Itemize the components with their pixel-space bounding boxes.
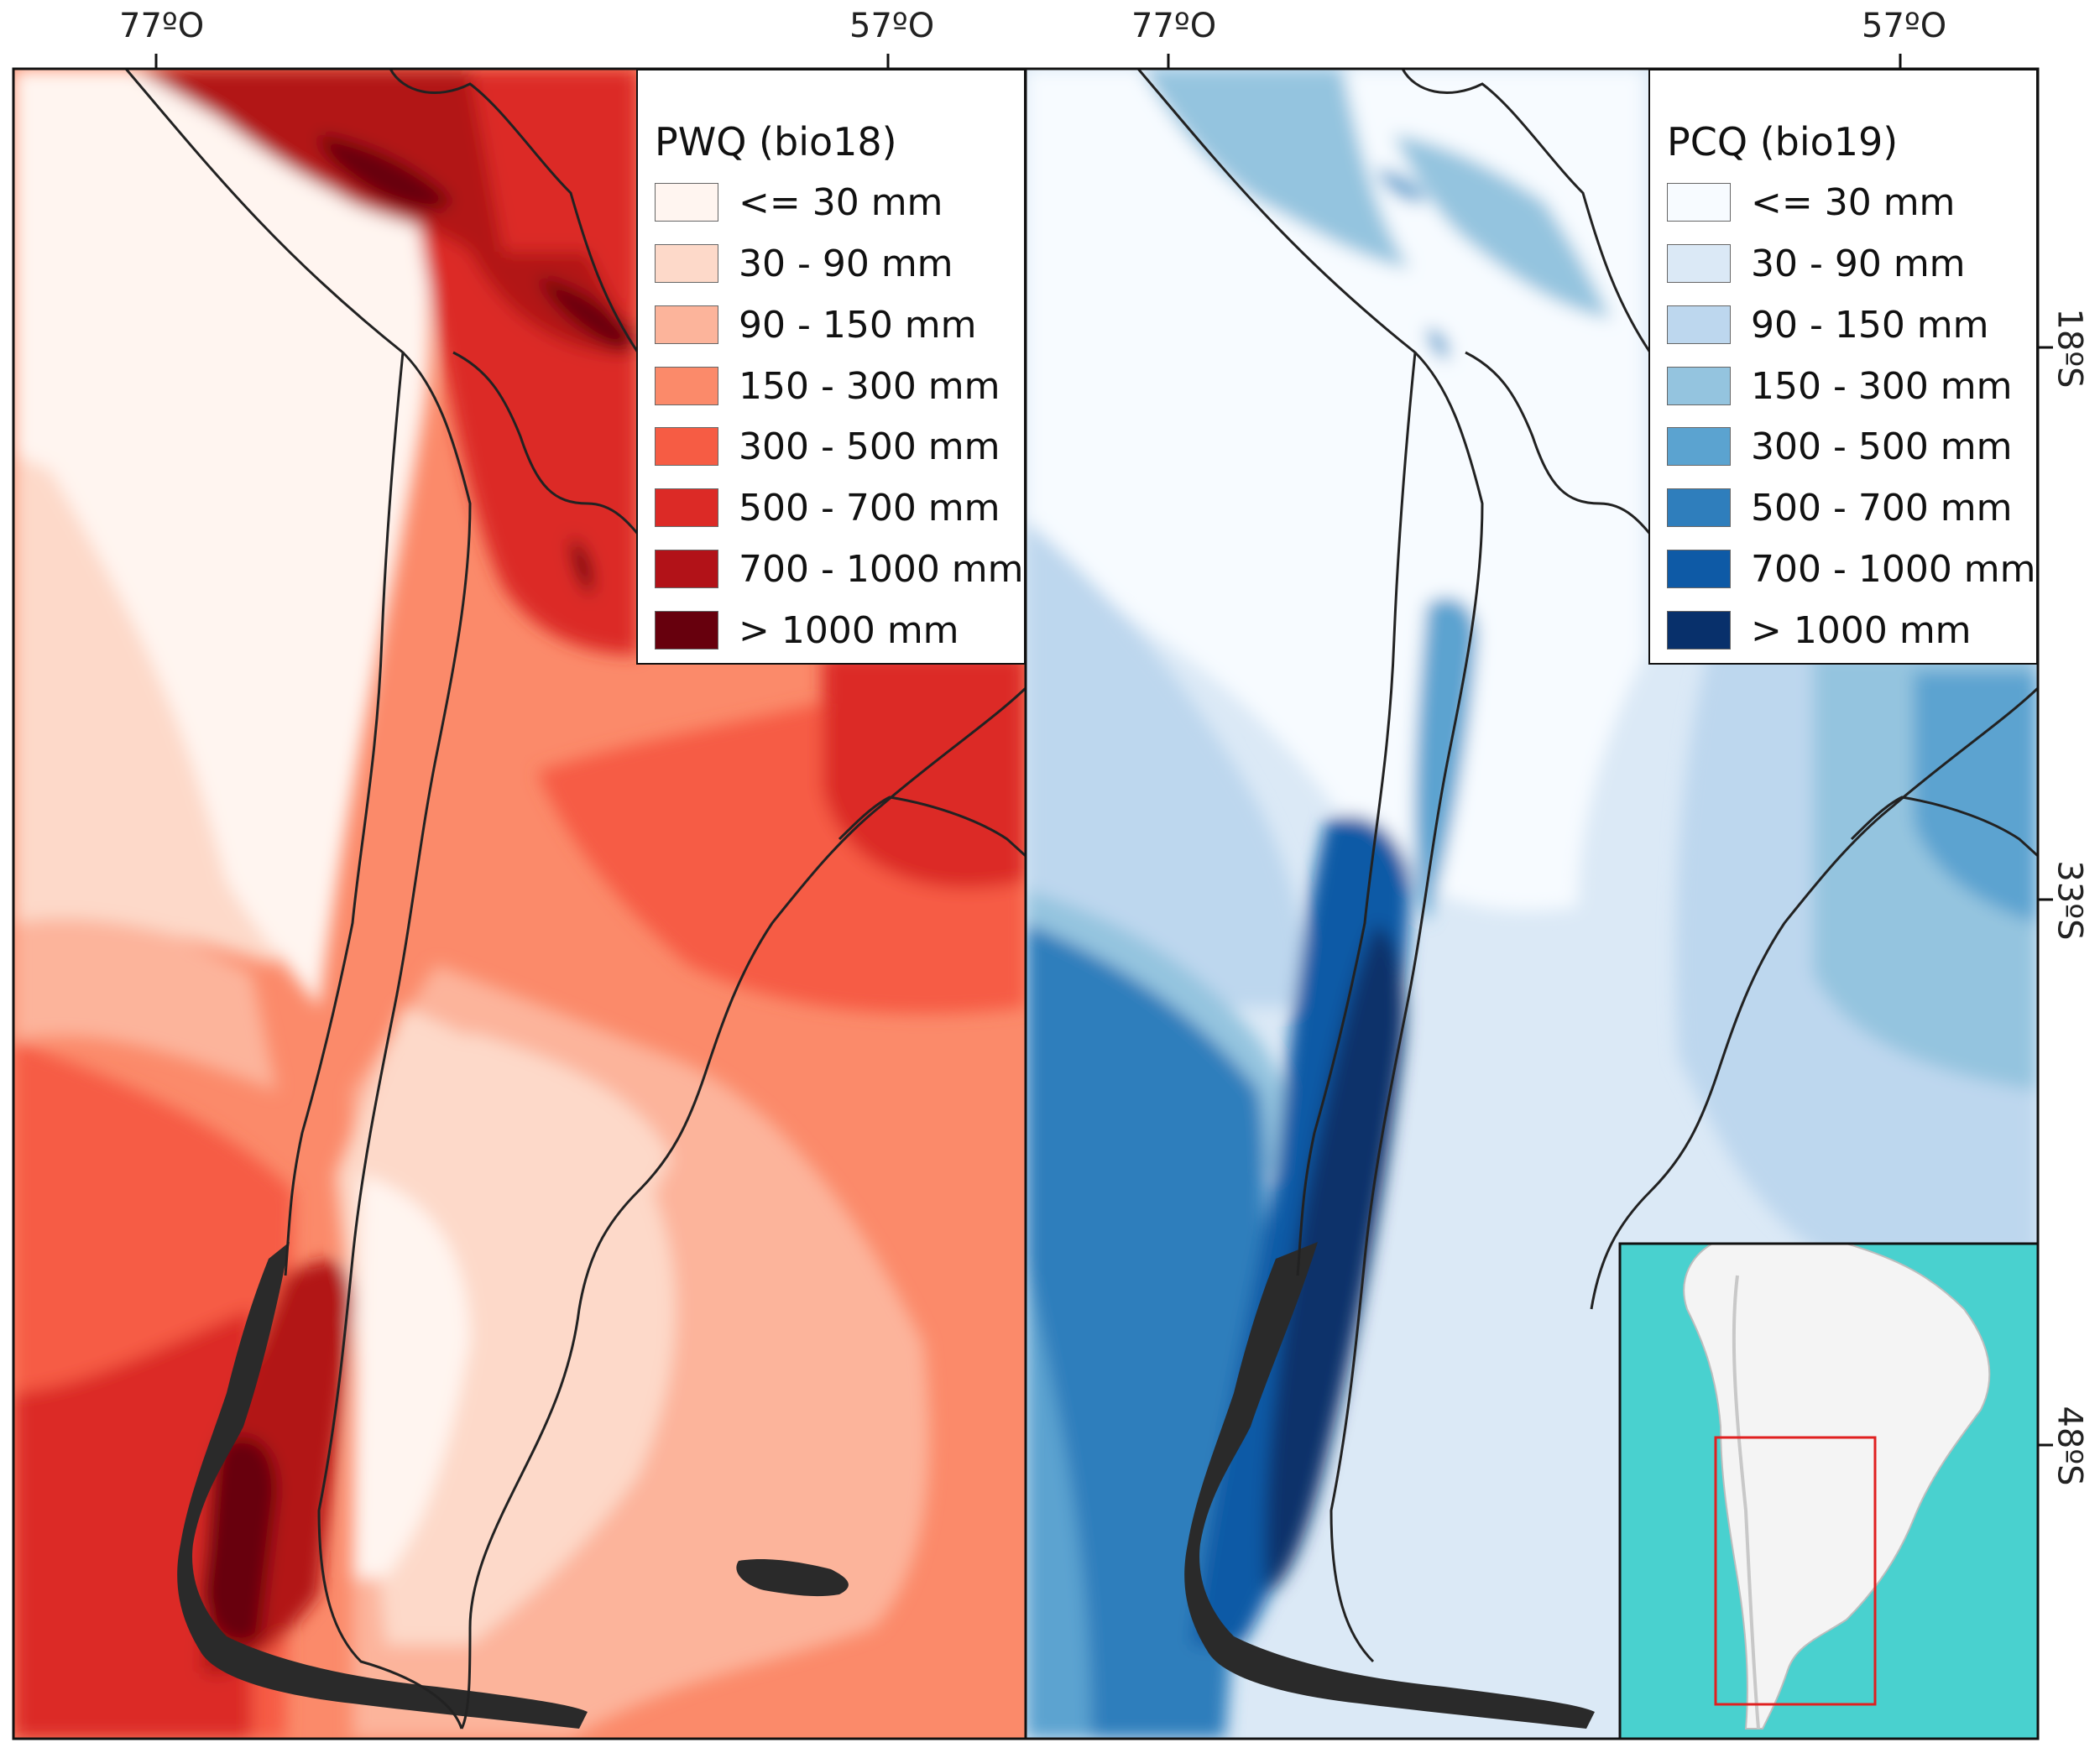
legend-label: 700 - 1000 mm <box>739 547 1024 591</box>
left-falkland-islands <box>736 1559 849 1597</box>
right-peru-bolivia-border <box>1401 69 1652 353</box>
axis-label-33S: 33ºS <box>2050 860 2089 941</box>
legend-pwq: PWQ (bio18) <= 30 mm 30 - 90 mm 90 - 150… <box>636 69 1026 665</box>
legend-pcq-row: 150 - 300 mm <box>1667 364 2013 408</box>
axis-label-right-77W: 77ºO <box>1131 7 1217 45</box>
legend-label: 150 - 300 mm <box>739 364 1000 408</box>
legend-swatch <box>655 488 718 527</box>
legend-label: 300 - 500 mm <box>739 425 1000 468</box>
legend-label: 30 - 90 mm <box>1751 242 1966 285</box>
left-zone-andes-700 <box>134 69 638 354</box>
legend-swatch <box>1667 183 1731 222</box>
right-zone-core-1000 <box>1265 923 1405 1594</box>
right-zone-andes-300 <box>1414 597 1477 923</box>
right-zone-pacific-150 <box>1026 520 1309 1007</box>
axis-label-18S: 18ºS <box>2050 308 2089 389</box>
left-uruguay-border <box>838 796 1026 858</box>
legend-label: 500 - 700 mm <box>739 486 1000 530</box>
legend-swatch <box>1667 611 1731 650</box>
inset-extent-box <box>1714 1436 1877 1706</box>
legend-label: 700 - 1000 mm <box>1751 547 2036 591</box>
left-zone-pacific-90 <box>13 903 277 1091</box>
left-argentina-coast <box>460 686 1026 1730</box>
left-zone-south-andes-1000 <box>201 1437 277 1645</box>
inset-andes-relief <box>1732 1275 1760 1730</box>
axis-ticks <box>154 54 2053 1447</box>
legend-label: <= 30 mm <box>1751 180 1956 224</box>
legend-pcq-title: PCQ (bio19) <box>1667 119 1899 164</box>
legend-swatch <box>1667 367 1731 405</box>
legend-pcq-row: 30 - 90 mm <box>1667 242 1966 285</box>
axis-label-left-77W: 77ºO <box>119 7 205 45</box>
legend-swatch <box>1667 244 1731 283</box>
left-chile-coastline <box>124 69 405 1276</box>
inset-south-america <box>1683 1244 1991 1730</box>
legend-label: 300 - 500 mm <box>1751 425 2013 468</box>
left-zone-patagonia-dry <box>353 1175 470 1578</box>
left-peru-bolivia-border <box>389 69 640 353</box>
legend-pwq-row: 150 - 300 mm <box>655 364 1000 408</box>
legend-label: 500 - 700 mm <box>1751 486 2013 530</box>
legend-pwq-title: PWQ (bio18) <box>655 119 897 164</box>
location-inset <box>1620 1244 2038 1739</box>
left-zone-pacific-dry <box>13 69 431 1007</box>
legend-swatch <box>1667 550 1731 588</box>
legend-pcq-row: 90 - 150 mm <box>1667 303 1989 347</box>
legend-swatch <box>655 367 718 405</box>
right-bolivia-south-border <box>1465 351 1669 556</box>
right-zone-mountain-300 <box>1376 168 1450 361</box>
legend-swatch <box>655 550 718 588</box>
legend-swatch <box>1667 427 1731 466</box>
legend-swatch <box>655 611 718 650</box>
legend-label: 30 - 90 mm <box>739 242 953 285</box>
legend-label: <= 30 mm <box>739 180 943 224</box>
legend-label: > 1000 mm <box>739 608 959 652</box>
legend-pwq-row: 30 - 90 mm <box>655 242 953 285</box>
right-argentina-coast <box>1590 686 2038 1310</box>
legend-pwq-row: 500 - 700 mm <box>655 486 1000 530</box>
legend-pcq: PCQ (bio19) <= 30 mm 30 - 90 mm 90 - 150… <box>1648 69 2038 665</box>
legend-label: 90 - 150 mm <box>1751 303 1989 347</box>
right-zone-mountain-150 <box>1141 69 1612 319</box>
legend-pwq-row: > 1000 mm <box>655 608 959 652</box>
legend-pwq-row: 300 - 500 mm <box>655 425 1000 468</box>
right-chile-coastline <box>1136 69 1417 1276</box>
legend-pcq-row: <= 30 mm <box>1667 180 1956 224</box>
right-zone-atlantic-500 <box>1914 671 2038 923</box>
legend-label: 150 - 300 mm <box>1751 364 2013 408</box>
legend-pcq-row: 700 - 1000 mm <box>1667 547 2036 591</box>
legend-swatch <box>655 183 718 222</box>
axis-label-left-57W: 57ºO <box>849 7 935 45</box>
right-uruguay-border <box>1850 796 2038 858</box>
legend-pwq-row: 90 - 150 mm <box>655 303 977 347</box>
left-andes-border <box>317 351 472 1730</box>
legend-pwq-row: 700 - 1000 mm <box>655 547 1024 591</box>
legend-label: > 1000 mm <box>1751 608 1972 652</box>
legend-swatch <box>655 305 718 344</box>
axis-label-right-57W: 57ºO <box>1862 7 1947 45</box>
legend-pcq-row: 500 - 700 mm <box>1667 486 2013 530</box>
right-zone-north-30 <box>1026 69 1645 911</box>
right-andes-border <box>1329 351 1484 1663</box>
legend-pwq-row: <= 30 mm <box>655 180 943 224</box>
legend-pcq-row: > 1000 mm <box>1667 608 1972 652</box>
legend-swatch <box>655 427 718 466</box>
right-map-frame <box>1024 67 2040 1740</box>
axis-label-48S: 48ºS <box>2050 1406 2089 1486</box>
legend-swatch <box>655 244 718 283</box>
legend-swatch <box>1667 305 1731 344</box>
left-bolivia-south-border <box>452 351 656 556</box>
left-zone-pampa-30 <box>453 1032 671 1259</box>
legend-label: 90 - 150 mm <box>739 303 977 347</box>
legend-swatch <box>1667 488 1731 527</box>
inset-frame <box>1618 1242 2040 1740</box>
legend-pcq-row: 300 - 500 mm <box>1667 425 2013 468</box>
right-zone-pacific-700 <box>1026 923 1267 1739</box>
